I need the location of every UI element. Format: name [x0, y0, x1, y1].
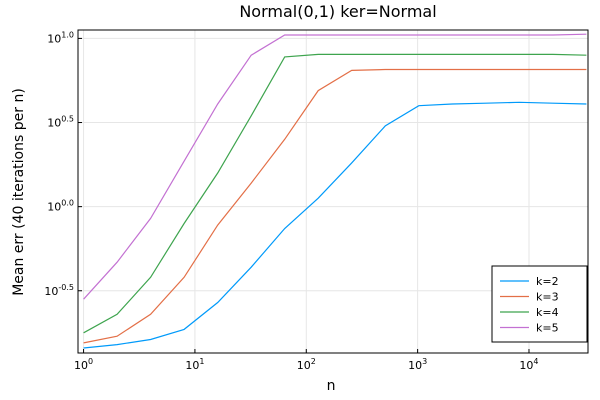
- legend-box: [491, 265, 588, 343]
- x-tick-label: 100: [74, 357, 93, 372]
- y-tick-label: 10-0.5: [44, 283, 74, 298]
- y-axis-ticks: 10-0.5 100.0 100.5 101.0: [44, 30, 82, 298]
- legend-label: k=2: [536, 275, 559, 288]
- legend-label: k=3: [536, 291, 559, 304]
- series-lines: [83, 33, 587, 349]
- legend: k=2 k=3 k=4 k=5: [491, 265, 588, 343]
- x-axis-label: n: [327, 378, 336, 394]
- legend-label: k=4: [536, 306, 559, 319]
- legend-label: k=5: [536, 322, 559, 335]
- y-axis-label: Mean err (40 iterations per n): [11, 88, 27, 296]
- series-line-k-5: [83, 33, 587, 300]
- x-axis-ticks: 100 101 102 103 104: [74, 349, 539, 372]
- series-line-k-3: [83, 68, 587, 344]
- x-tick-label: 103: [408, 357, 427, 372]
- x-tick-label: 104: [519, 357, 538, 372]
- y-tick-label: 100.0: [47, 199, 74, 214]
- x-tick-label: 101: [185, 357, 204, 372]
- x-tick-label: 102: [297, 357, 316, 372]
- gridlines: [78, 30, 588, 353]
- y-tick-label: 100.5: [47, 115, 74, 130]
- y-tick-label: 101.0: [47, 30, 74, 45]
- chart-title: Normal(0,1) ker=Normal: [239, 2, 436, 21]
- series-line-k-4: [83, 53, 587, 334]
- series-line-k-2: [83, 101, 587, 349]
- plot-frame: [77, 29, 589, 354]
